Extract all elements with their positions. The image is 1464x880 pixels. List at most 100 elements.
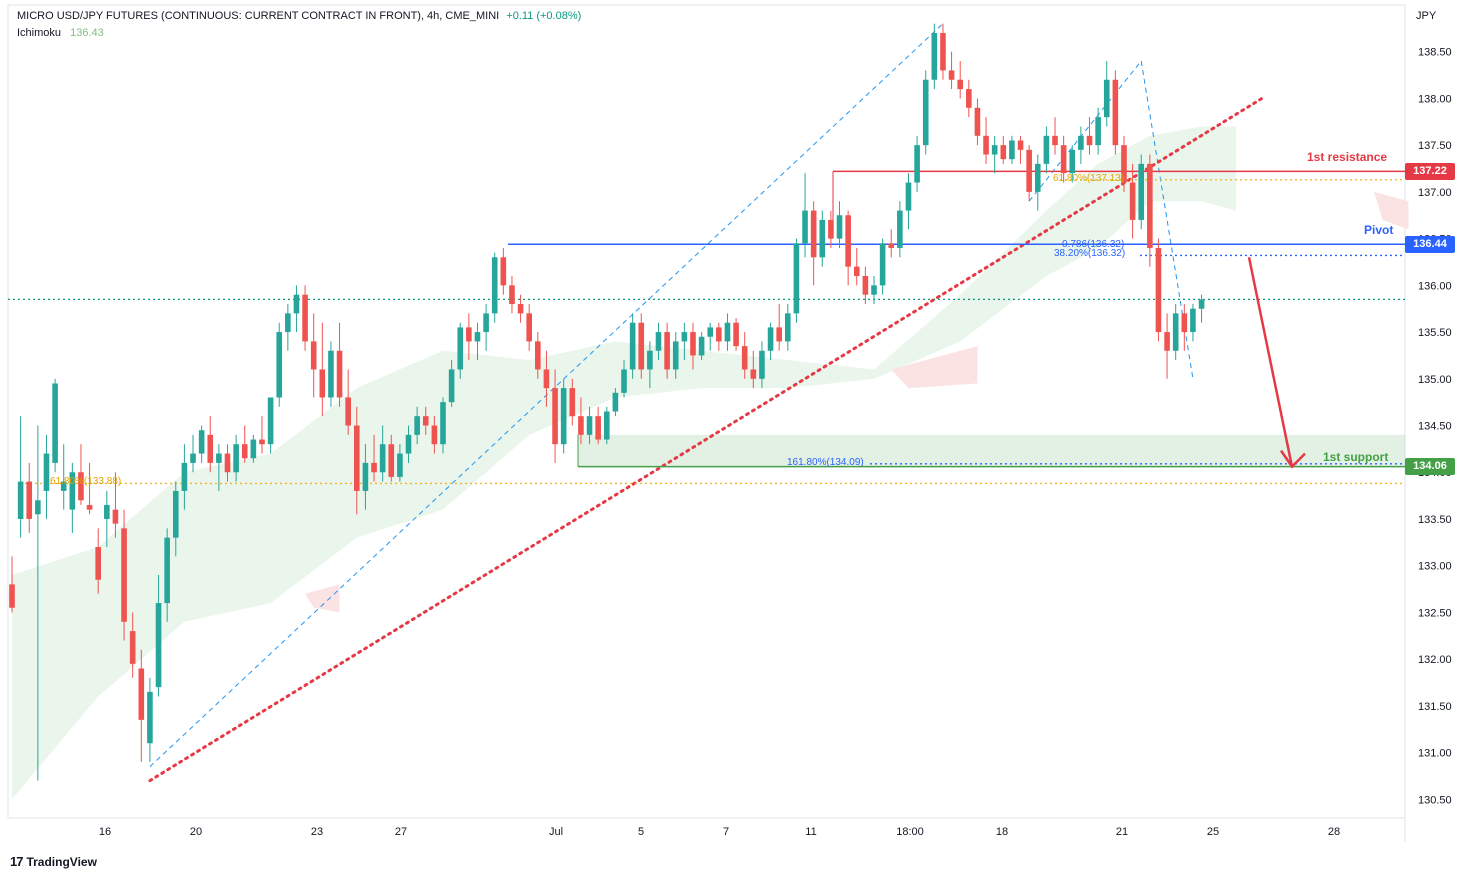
- candle-body: [535, 341, 541, 370]
- candle-body: [147, 691, 153, 744]
- candle-body: [121, 528, 127, 622]
- plot-frame: [7, 4, 1406, 819]
- candle-body: [724, 322, 731, 342]
- y-tick-label: 135.00: [1418, 374, 1452, 386]
- y-tick-label: 137.00: [1418, 187, 1452, 199]
- candle-body: [259, 439, 265, 445]
- x-tick-label: 11: [805, 826, 816, 838]
- candle-body: [879, 243, 886, 286]
- candle-body: [612, 392, 619, 412]
- indicator-legend: Ichimoku 136.43: [17, 27, 104, 39]
- brand-name: TradingView: [26, 854, 97, 869]
- candle-body: [95, 547, 101, 580]
- candle-body: [328, 350, 334, 398]
- candle-body: [405, 434, 412, 454]
- x-tick-label: 21: [1116, 826, 1128, 838]
- candle-body: [500, 257, 507, 286]
- candle-body: [250, 439, 257, 459]
- candle-body: [60, 481, 67, 491]
- candle-body: [647, 350, 653, 370]
- candle-body: [1060, 145, 1067, 174]
- candle-body: [595, 416, 601, 440]
- candle-body: [793, 243, 800, 314]
- candle-body: [707, 327, 714, 337]
- candle-body: [836, 215, 843, 239]
- tradingview-brand[interactable]: 17 TradingView: [10, 854, 97, 869]
- x-tick-label: 25: [1207, 826, 1219, 838]
- candle-body: [371, 462, 377, 473]
- support-label: 1st support: [1323, 449, 1389, 464]
- candle-body: [285, 313, 291, 333]
- candle-body: [621, 369, 627, 393]
- candle-body: [948, 70, 955, 80]
- candlesticks: [9, 23, 1205, 781]
- candle-body: [1129, 182, 1136, 220]
- y-tick-label: 133.00: [1418, 561, 1452, 573]
- candle-body: [991, 145, 998, 155]
- y-tick-label: 138.00: [1418, 93, 1452, 105]
- candle-body: [172, 490, 179, 538]
- price-change: +0.11 (+0.08%): [506, 10, 582, 22]
- candle-body: [897, 210, 903, 248]
- candle-body: [474, 332, 481, 342]
- candle-body: [655, 332, 662, 351]
- candle-body: [767, 327, 774, 351]
- candle-body: [1069, 149, 1076, 174]
- candle-body: [43, 453, 50, 491]
- candle-body: [26, 481, 33, 519]
- candle-body: [1026, 149, 1032, 192]
- cloud-area: [12, 126, 1237, 800]
- candle-body: [241, 444, 248, 459]
- candle-body: [905, 182, 912, 211]
- candle-body: [1155, 247, 1162, 333]
- candle-body: [543, 369, 550, 389]
- indicator-name[interactable]: Ichimoku: [17, 27, 62, 39]
- tradingview-logo-icon: 17: [10, 854, 24, 869]
- candle-body: [638, 322, 645, 370]
- candle-body: [276, 332, 283, 398]
- candle-body: [362, 462, 369, 491]
- candle-body: [776, 327, 782, 342]
- candle-body: [957, 79, 963, 90]
- candle-body: [922, 79, 929, 146]
- x-tick-label: 20: [190, 826, 202, 838]
- candle-body: [181, 462, 188, 491]
- candle-body: [216, 453, 222, 463]
- fib-382-label: 38.20%(136.32): [1054, 248, 1126, 260]
- candle-body: [690, 332, 696, 356]
- candle-body: [940, 33, 946, 71]
- candle-body: [1034, 163, 1041, 192]
- projection-arrow-line: [1247, 257, 1294, 467]
- candle-body: [1086, 135, 1093, 146]
- pivot-price-tag: 136.44: [1405, 235, 1455, 253]
- candle-body: [560, 388, 567, 445]
- candle-body: [888, 243, 895, 248]
- fib-786-label: 0.786(136.32): [1062, 239, 1125, 251]
- support-price-tag: 134.06: [1405, 458, 1455, 476]
- candle-body: [1190, 308, 1196, 333]
- candle-body: [759, 350, 765, 379]
- candle-body: [190, 453, 196, 463]
- candle-body: [293, 294, 300, 314]
- candle-body: [431, 425, 438, 445]
- candle-body: [155, 603, 162, 688]
- candle-body: [164, 537, 170, 604]
- candle-body: [983, 135, 989, 155]
- candle-body: [1103, 79, 1110, 118]
- candle-body: [526, 313, 532, 342]
- candle-body: [9, 584, 15, 608]
- fib-61-low-label: 61.80%(133.88): [50, 476, 122, 488]
- candle-body: [302, 294, 308, 342]
- resistance-price-tag: 137.22: [1405, 162, 1455, 180]
- candle-body: [853, 266, 860, 276]
- candle-body: [319, 369, 326, 398]
- x-tick-label: 18:00: [896, 826, 924, 838]
- candle-body: [233, 444, 239, 473]
- candle-body: [819, 219, 826, 258]
- y-tick-label: 133.50: [1418, 514, 1452, 526]
- candle-body: [509, 285, 515, 305]
- symbol-title[interactable]: MICRO USD/JPY FUTURES (CONTINUOUS: CURRE…: [17, 10, 500, 22]
- x-tick-label: 5: [638, 826, 644, 838]
- candle-body: [716, 327, 722, 342]
